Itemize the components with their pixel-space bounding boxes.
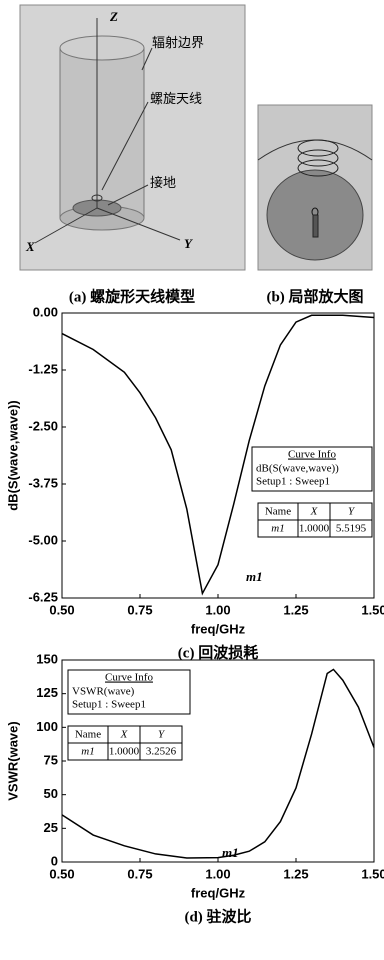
info-title: Curve Info <box>288 449 336 461</box>
y-tick-label: 0.00 <box>33 304 58 319</box>
info-line: VSWR(wave) <box>72 686 135 698</box>
y-tick-label: 150 <box>36 651 58 666</box>
axis-letter: X <box>25 239 35 254</box>
table-text: 3.2526 <box>146 746 177 758</box>
x-tick-label: 1.00 <box>205 602 230 617</box>
y-tick-label: 75 <box>44 752 58 767</box>
x-tick-label: 0.75 <box>127 602 152 617</box>
model-image <box>20 5 245 270</box>
caption: (c) 回波损耗 <box>178 643 258 661</box>
y-tick-label: 100 <box>36 719 58 734</box>
x-tick-label: 0.75 <box>127 866 152 881</box>
table-text: Name <box>75 729 101 741</box>
y-tick-label: 125 <box>36 685 58 700</box>
info-line: Setup1 : Sweep1 <box>256 476 330 488</box>
y-tick-label: -5.00 <box>28 532 58 547</box>
y-tick-label: 50 <box>44 786 58 801</box>
caption: (d) 驻波比 <box>184 907 251 925</box>
table-text: Name <box>265 506 291 518</box>
x-tick-label: 1.00 <box>205 866 230 881</box>
marker-label: m1 <box>222 845 239 860</box>
model-label: 接地 <box>150 175 176 190</box>
zoom-image <box>258 105 372 270</box>
y-tick-label: -2.50 <box>28 418 58 433</box>
info-line: Setup1 : Sweep1 <box>72 699 146 711</box>
info-title: Curve Info <box>105 672 153 684</box>
axis-letter: Z <box>109 9 118 24</box>
table-text: X <box>310 506 319 518</box>
y-axis-label: VSWR(wave) <box>5 721 20 800</box>
model-label: 辐射边界 <box>152 35 204 50</box>
x-tick-label: 1.50 <box>361 866 384 881</box>
x-tick-label: 1.25 <box>283 602 308 617</box>
table-text: m1 <box>271 523 284 535</box>
y-axis-label: dB(S(wave,wave)) <box>5 400 20 511</box>
x-tick-label: 1.25 <box>283 866 308 881</box>
y-tick-label: -3.75 <box>28 475 58 490</box>
x-tick-label: 0.50 <box>49 602 74 617</box>
x-axis-label: freq/GHz <box>191 885 246 900</box>
marker-label: m1 <box>246 569 263 584</box>
table-text: X <box>120 729 129 741</box>
x-axis-label: freq/GHz <box>191 621 246 636</box>
table-text: 1.0000 <box>109 746 140 758</box>
x-tick-label: 1.50 <box>361 602 384 617</box>
caption: (b) 局部放大图 <box>266 287 363 305</box>
y-tick-label: -1.25 <box>28 361 58 376</box>
model-label: 螺旋天线 <box>150 91 202 106</box>
axis-letter: Y <box>184 236 193 251</box>
caption: (a) 螺旋形天线模型 <box>69 287 195 305</box>
info-line: dB(S(wave,wave)) <box>256 463 339 475</box>
y-tick-label: 25 <box>44 820 58 835</box>
x-tick-label: 0.50 <box>49 866 74 881</box>
table-text: m1 <box>81 746 94 758</box>
table-text: 1.0000 <box>299 523 330 535</box>
table-text: 5.5195 <box>336 523 367 535</box>
figure: Z X Y 辐射边界 螺旋天线 接地 (a) 螺旋形天线模型 (b) 局部放大图… <box>0 0 384 960</box>
